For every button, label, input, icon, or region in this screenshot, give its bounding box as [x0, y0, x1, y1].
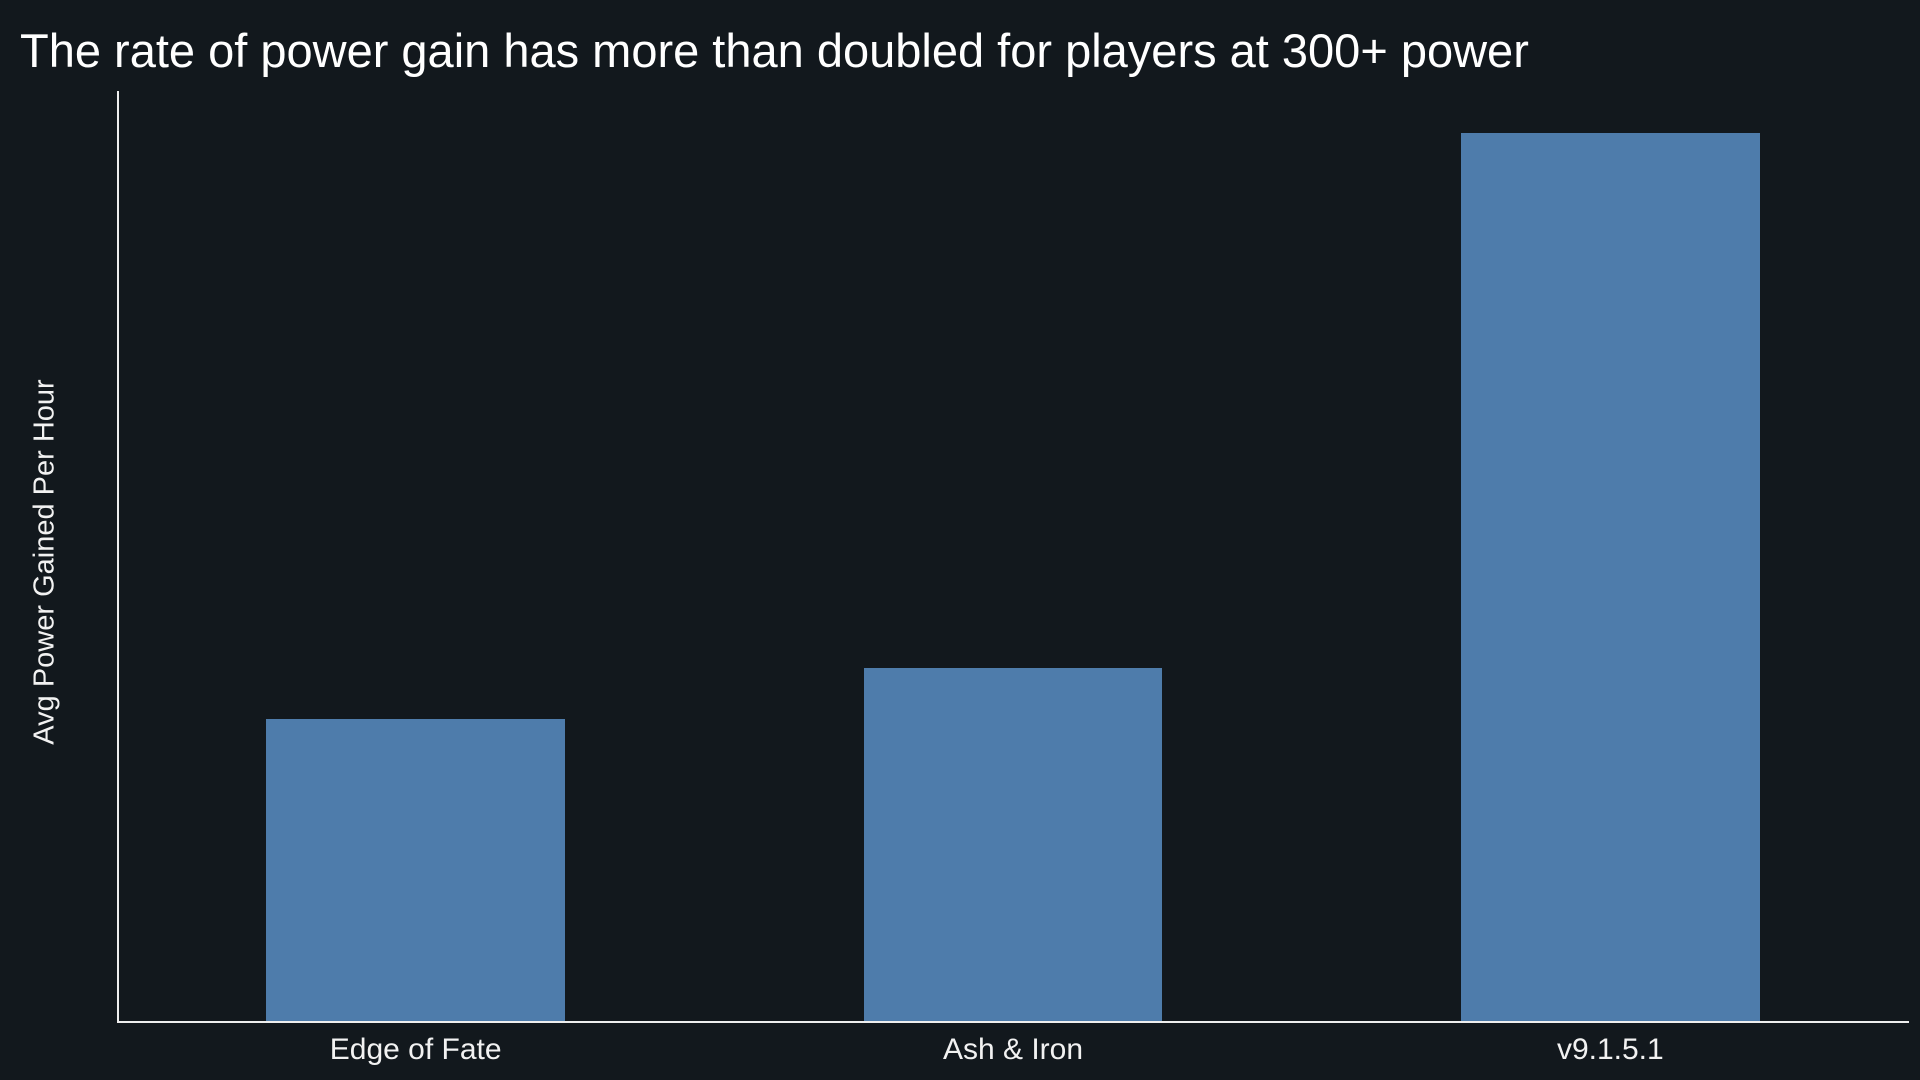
chart-title: The rate of power gain has more than dou…: [20, 24, 1529, 77]
x-label-edge-of-fate: Edge of Fate: [329, 1033, 502, 1066]
x-axis-line: [117, 1021, 1909, 1023]
x-label-v9-1-5-1: v9.1.5.1: [1556, 1033, 1664, 1066]
y-axis-label: Avg Power Gained Per Hour: [28, 379, 61, 745]
bar-edge-of-fate: [266, 719, 565, 1021]
bar-v9-1-5-1: [1461, 133, 1760, 1021]
y-axis-line: [117, 91, 119, 1023]
bar-ash-iron: [863, 668, 1163, 1021]
x-label-ash-iron: Ash & Iron: [942, 1033, 1084, 1066]
